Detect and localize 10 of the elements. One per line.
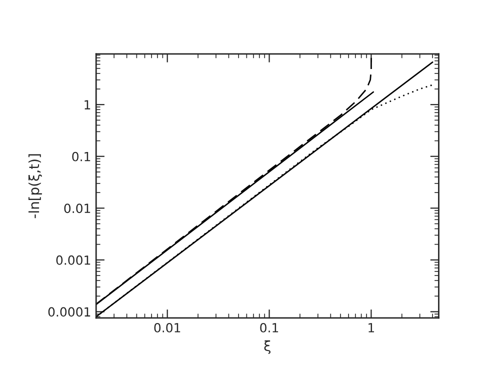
x-tick-label: 0.1: [260, 322, 278, 332]
y-tick-label: 0.001: [56, 255, 90, 265]
x-axis-title: ξ: [264, 340, 271, 354]
y-tick-label: 0.01: [64, 204, 90, 214]
y-axis-title: -ln[p(ξ,t)]: [28, 154, 42, 218]
y-tick-label: 1: [84, 100, 90, 110]
x-tick-label: 0.01: [154, 322, 180, 332]
y-tick-label: 0.0001: [48, 307, 90, 317]
x-tick-label: 1: [368, 323, 374, 332]
y-tick-label: 0.1: [72, 152, 90, 162]
